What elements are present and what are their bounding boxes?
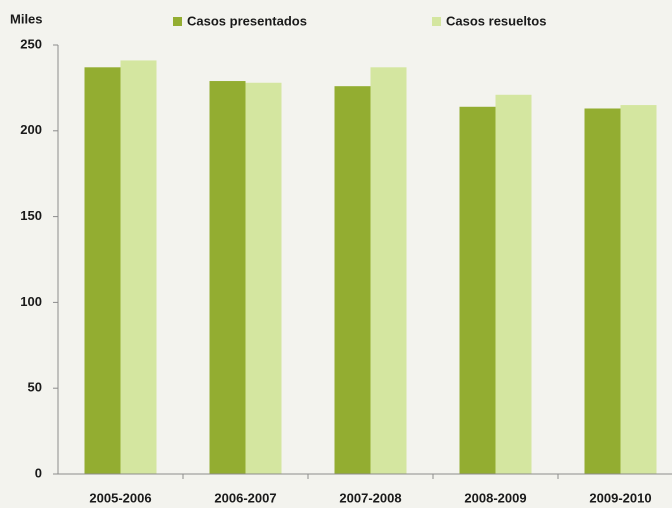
bar [459,106,496,474]
y-tick-label: 100 [20,294,42,309]
legend-swatch [432,17,441,26]
bar [84,67,121,475]
bar [620,105,657,474]
bar [495,94,532,474]
x-tick-label: 2005-2006 [89,490,151,505]
bar [584,108,621,474]
bar [120,60,157,474]
y-axis-label: Miles [10,11,43,26]
y-tick-label: 0 [35,465,42,480]
bar [209,81,246,474]
legend-label: Casos presentados [187,13,307,28]
bar [370,67,407,475]
x-tick-label: 2008-2009 [464,490,526,505]
y-tick-label: 50 [28,380,42,395]
y-tick-label: 150 [20,208,42,223]
bar [245,82,282,474]
legend-label: Casos resueltos [446,13,546,28]
x-tick-label: 2009-2010 [589,490,651,505]
y-tick-label: 200 [20,122,42,137]
y-tick-label: 250 [20,36,42,51]
bar [334,86,371,475]
legend-swatch [173,17,182,26]
x-tick-label: 2006-2007 [214,490,276,505]
x-tick-label: 2007-2008 [339,490,401,505]
